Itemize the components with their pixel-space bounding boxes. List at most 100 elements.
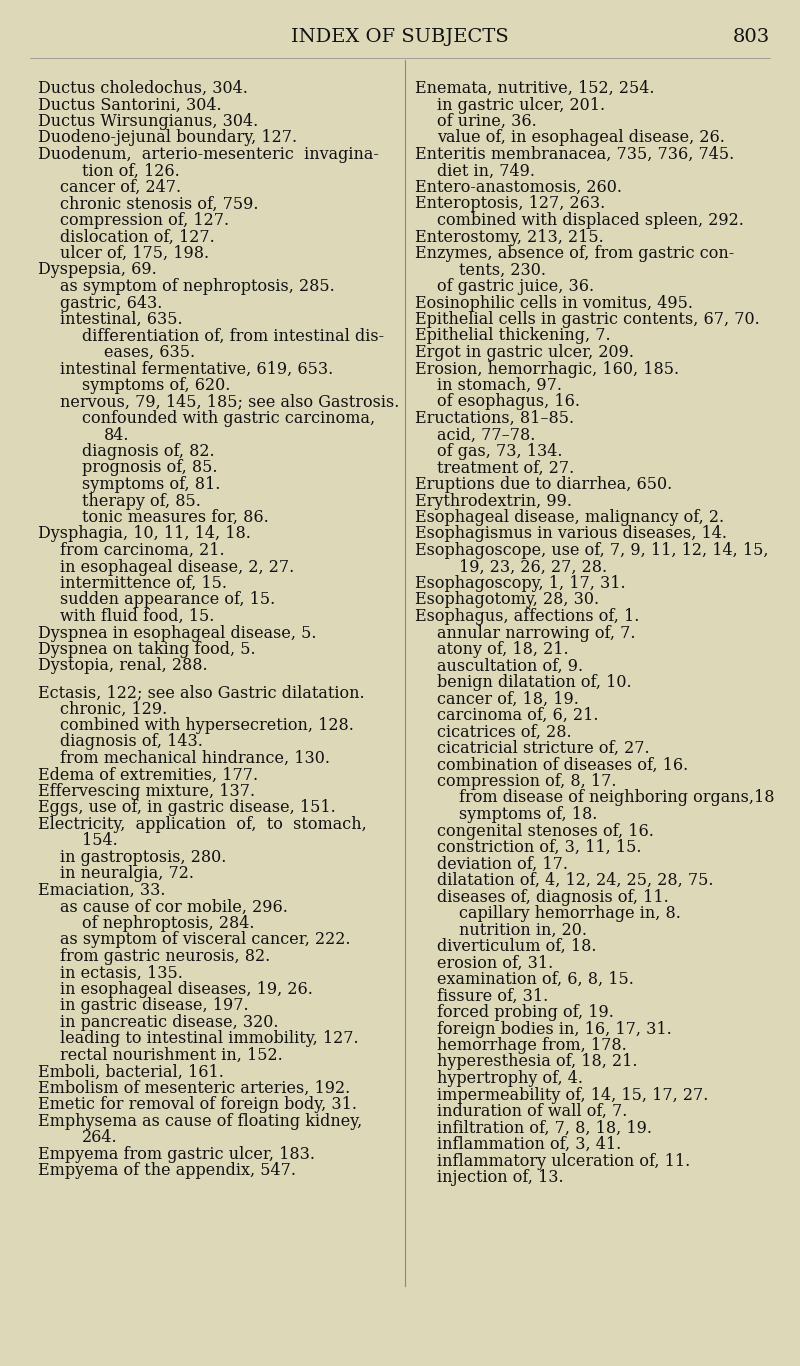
Text: Duodeno-jejunal boundary, 127.: Duodeno-jejunal boundary, 127.	[38, 130, 297, 146]
Text: Empyema from gastric ulcer, 183.: Empyema from gastric ulcer, 183.	[38, 1146, 315, 1162]
Text: Ductus Wirsungianus, 304.: Ductus Wirsungianus, 304.	[38, 113, 258, 130]
Text: in gastroptosis, 280.: in gastroptosis, 280.	[60, 848, 226, 866]
Text: examination of, 6, 8, 15.: examination of, 6, 8, 15.	[437, 971, 634, 988]
Text: gastric, 643.: gastric, 643.	[60, 295, 162, 311]
Text: Dyspnea on taking food, 5.: Dyspnea on taking food, 5.	[38, 641, 256, 658]
Text: chronic, 129.: chronic, 129.	[60, 701, 167, 717]
Text: symptoms of, 81.: symptoms of, 81.	[82, 475, 220, 493]
Text: Eosinophilic cells in vomitus, 495.: Eosinophilic cells in vomitus, 495.	[415, 295, 693, 311]
Text: Epithelial cells in gastric contents, 67, 70.: Epithelial cells in gastric contents, 67…	[415, 311, 760, 328]
Text: therapy of, 85.: therapy of, 85.	[82, 493, 201, 510]
Text: of esophagus, 16.: of esophagus, 16.	[437, 393, 580, 411]
Text: Esophagoscope, use of, 7, 9, 11, 12, 14, 15,: Esophagoscope, use of, 7, 9, 11, 12, 14,…	[415, 542, 769, 559]
Text: impermeability of, 14, 15, 17, 27.: impermeability of, 14, 15, 17, 27.	[437, 1086, 708, 1104]
Text: in esophageal disease, 2, 27.: in esophageal disease, 2, 27.	[60, 559, 294, 575]
Text: diagnosis of, 82.: diagnosis of, 82.	[82, 443, 214, 460]
Text: tion of, 126.: tion of, 126.	[82, 163, 180, 179]
Text: eases, 635.: eases, 635.	[104, 344, 195, 361]
Text: Emphysema as cause of floating kidney,: Emphysema as cause of floating kidney,	[38, 1113, 362, 1130]
Text: diseases of, diagnosis of, 11.: diseases of, diagnosis of, 11.	[437, 888, 669, 906]
Text: intestinal fermentative, 619, 653.: intestinal fermentative, 619, 653.	[60, 361, 334, 377]
Text: deviation of, 17.: deviation of, 17.	[437, 855, 568, 873]
Text: Eggs, use of, in gastric disease, 151.: Eggs, use of, in gastric disease, 151.	[38, 799, 336, 817]
Text: of gastric juice, 36.: of gastric juice, 36.	[437, 279, 594, 295]
Text: Dysphagia, 10, 11, 14, 18.: Dysphagia, 10, 11, 14, 18.	[38, 526, 251, 542]
Text: dislocation of, 127.: dislocation of, 127.	[60, 228, 214, 246]
Text: prognosis of, 85.: prognosis of, 85.	[82, 459, 218, 477]
Text: Emetic for removal of foreign body, 31.: Emetic for removal of foreign body, 31.	[38, 1097, 357, 1113]
Text: Enzymes, absence of, from gastric con-: Enzymes, absence of, from gastric con-	[415, 245, 734, 262]
Text: forced probing of, 19.: forced probing of, 19.	[437, 1004, 614, 1020]
Text: fissure of, 31.: fissure of, 31.	[437, 988, 548, 1004]
Text: in neuralgia, 72.: in neuralgia, 72.	[60, 866, 194, 882]
Text: Ductus Santorini, 304.: Ductus Santorini, 304.	[38, 97, 222, 113]
Text: Enteritis membranacea, 735, 736, 745.: Enteritis membranacea, 735, 736, 745.	[415, 146, 734, 163]
Text: Erythrodextrin, 99.: Erythrodextrin, 99.	[415, 493, 572, 510]
Text: 19, 23, 26, 27, 28.: 19, 23, 26, 27, 28.	[459, 559, 607, 575]
Text: of urine, 36.: of urine, 36.	[437, 113, 537, 130]
Text: nervous, 79, 145, 185; see also Gastrosis.: nervous, 79, 145, 185; see also Gastrosi…	[60, 393, 399, 411]
Text: Ectasis, 122; see also Gastric dilatation.: Ectasis, 122; see also Gastric dilatatio…	[38, 684, 365, 701]
Text: leading to intestinal immobility, 127.: leading to intestinal immobility, 127.	[60, 1030, 358, 1048]
Text: injection of, 13.: injection of, 13.	[437, 1169, 564, 1186]
Text: Dystopia, renal, 288.: Dystopia, renal, 288.	[38, 657, 208, 675]
Text: cancer of, 18, 19.: cancer of, 18, 19.	[437, 690, 579, 708]
Text: Effervescing mixture, 137.: Effervescing mixture, 137.	[38, 783, 255, 800]
Text: Entero-anastomosis, 260.: Entero-anastomosis, 260.	[415, 179, 622, 195]
Text: tonic measures for, 86.: tonic measures for, 86.	[82, 510, 269, 526]
Text: 264.: 264.	[82, 1130, 118, 1146]
Text: diagnosis of, 143.: diagnosis of, 143.	[60, 734, 203, 750]
Text: Emaciation, 33.: Emaciation, 33.	[38, 882, 166, 899]
Text: INDEX OF SUBJECTS: INDEX OF SUBJECTS	[291, 27, 509, 46]
Text: infiltration of, 7, 8, 18, 19.: infiltration of, 7, 8, 18, 19.	[437, 1120, 652, 1137]
Text: Dyspepsia, 69.: Dyspepsia, 69.	[38, 261, 157, 279]
Text: in stomach, 97.: in stomach, 97.	[437, 377, 562, 393]
Text: acid, 77–78.: acid, 77–78.	[437, 426, 535, 444]
Text: Erosion, hemorrhagic, 160, 185.: Erosion, hemorrhagic, 160, 185.	[415, 361, 679, 377]
Text: hemorrhage from, 178.: hemorrhage from, 178.	[437, 1037, 626, 1055]
Text: Ductus choledochus, 304.: Ductus choledochus, 304.	[38, 81, 248, 97]
Text: Eruptions due to diarrhea, 650.: Eruptions due to diarrhea, 650.	[415, 475, 672, 493]
Text: tents, 230.: tents, 230.	[459, 261, 546, 279]
Text: benign dilatation of, 10.: benign dilatation of, 10.	[437, 673, 632, 691]
Text: sudden appearance of, 15.: sudden appearance of, 15.	[60, 591, 275, 608]
Text: induration of wall of, 7.: induration of wall of, 7.	[437, 1102, 627, 1120]
Text: inflammation of, 3, 41.: inflammation of, 3, 41.	[437, 1137, 622, 1153]
Text: carcinoma of, 6, 21.: carcinoma of, 6, 21.	[437, 708, 598, 724]
Text: in pancreatic disease, 320.: in pancreatic disease, 320.	[60, 1014, 278, 1031]
Text: from gastric neurosis, 82.: from gastric neurosis, 82.	[60, 948, 270, 964]
Text: intermittence of, 15.: intermittence of, 15.	[60, 575, 227, 591]
Text: value of, in esophageal disease, 26.: value of, in esophageal disease, 26.	[437, 130, 725, 146]
Text: Dyspnea in esophageal disease, 5.: Dyspnea in esophageal disease, 5.	[38, 624, 317, 642]
Text: symptoms of, 620.: symptoms of, 620.	[82, 377, 230, 393]
Text: rectal nourishment in, 152.: rectal nourishment in, 152.	[60, 1046, 282, 1064]
Text: inflammatory ulceration of, 11.: inflammatory ulceration of, 11.	[437, 1153, 690, 1169]
Text: 154.: 154.	[82, 832, 118, 850]
Text: 803: 803	[733, 27, 770, 46]
Text: combination of diseases of, 16.: combination of diseases of, 16.	[437, 757, 688, 773]
Text: as symptom of visceral cancer, 222.: as symptom of visceral cancer, 222.	[60, 932, 350, 948]
Text: constriction of, 3, 11, 15.: constriction of, 3, 11, 15.	[437, 839, 642, 856]
Text: Electricity,  application  of,  to  stomach,: Electricity, application of, to stomach,	[38, 816, 366, 833]
Text: chronic stenosis of, 759.: chronic stenosis of, 759.	[60, 195, 258, 213]
Text: Enterostomy, 213, 215.: Enterostomy, 213, 215.	[415, 228, 604, 246]
Text: from disease of neighboring organs,18: from disease of neighboring organs,18	[459, 790, 774, 806]
Text: capillary hemorrhage in, 8.: capillary hemorrhage in, 8.	[459, 906, 681, 922]
Text: Enemata, nutritive, 152, 254.: Enemata, nutritive, 152, 254.	[415, 81, 654, 97]
Text: dilatation of, 4, 12, 24, 25, 28, 75.: dilatation of, 4, 12, 24, 25, 28, 75.	[437, 872, 714, 889]
Text: Edema of extremities, 177.: Edema of extremities, 177.	[38, 766, 258, 783]
Text: congenital stenoses of, 16.: congenital stenoses of, 16.	[437, 822, 654, 840]
Text: as symptom of nephroptosis, 285.: as symptom of nephroptosis, 285.	[60, 279, 334, 295]
Text: intestinal, 635.: intestinal, 635.	[60, 311, 182, 328]
Text: erosion of, 31.: erosion of, 31.	[437, 955, 554, 971]
Text: Esophagotomy, 28, 30.: Esophagotomy, 28, 30.	[415, 591, 599, 608]
Text: in gastric ulcer, 201.: in gastric ulcer, 201.	[437, 97, 605, 113]
Text: from mechanical hindrance, 130.: from mechanical hindrance, 130.	[60, 750, 330, 766]
Text: Esophagismus in various diseases, 14.: Esophagismus in various diseases, 14.	[415, 526, 727, 542]
Text: compression of, 127.: compression of, 127.	[60, 212, 229, 229]
Text: cicatricial stricture of, 27.: cicatricial stricture of, 27.	[437, 740, 650, 757]
Text: cancer of, 247.: cancer of, 247.	[60, 179, 181, 195]
Text: nutrition in, 20.: nutrition in, 20.	[459, 922, 587, 938]
Text: Duodenum,  arterio-mesenteric  invagina-: Duodenum, arterio-mesenteric invagina-	[38, 146, 379, 163]
Text: Epithelial thickening, 7.: Epithelial thickening, 7.	[415, 328, 610, 344]
